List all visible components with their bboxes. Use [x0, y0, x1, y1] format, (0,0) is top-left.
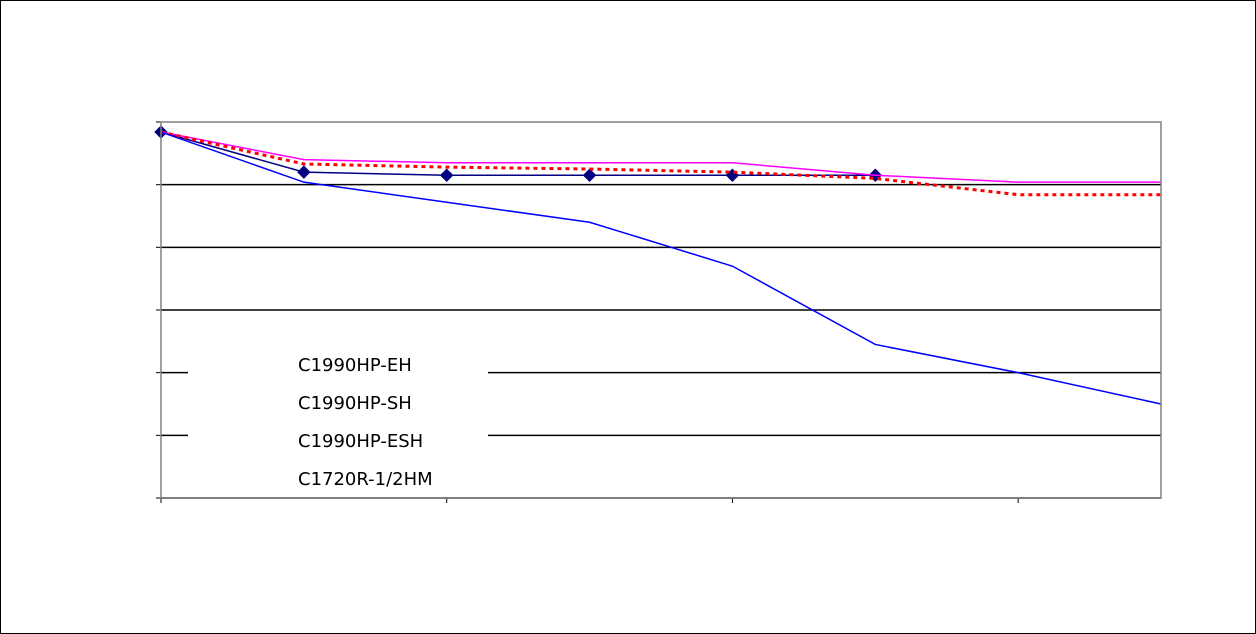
data-point-marker: [440, 168, 454, 182]
series-line-c1990hp-esh: [160, 130, 1161, 197]
legend-label-c1720r-1-2hm: C1720R-1/2HM: [298, 469, 433, 490]
series-c1990hp-esh: [160, 130, 1161, 197]
legend: C1990HP-EH C1990HP-SH C1990HP-ESH C1720R-1/…: [188, 344, 488, 497]
legend-label-c1990hp-sh: C1990HP-SH: [298, 393, 412, 414]
series-line-c1990hp-sh: [160, 131, 1161, 183]
series-c1720r-1-2hm: [160, 131, 1162, 405]
series-layer: [154, 125, 1162, 405]
legend-box: [188, 344, 488, 497]
plot-border: [160, 121, 1162, 499]
series-line-c1720r-1-2hm: [160, 131, 1162, 405]
series-line-c1990hp-eh: [160, 131, 876, 177]
legend-label-c1990hp-eh: C1990HP-EH: [298, 355, 412, 376]
series-c1990hp-sh: [160, 131, 1161, 183]
legend-label-c1990hp-esh: C1990HP-ESH: [298, 431, 423, 452]
data-point-marker: [297, 165, 311, 179]
data-point-marker: [582, 168, 597, 182]
